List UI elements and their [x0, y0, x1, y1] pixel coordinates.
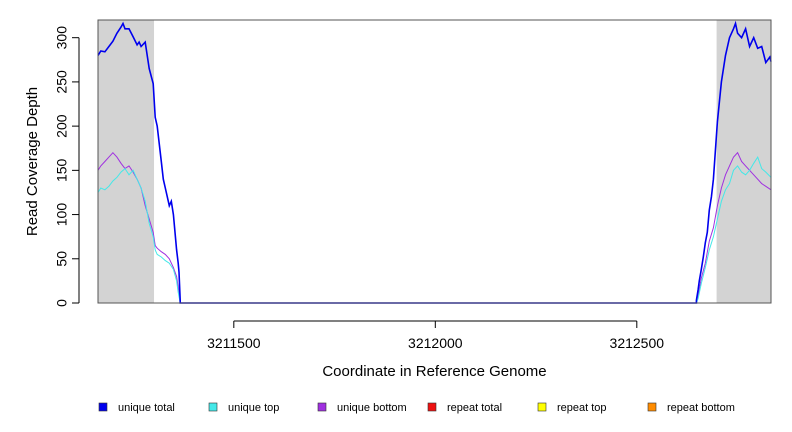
y-tick-label: 100 — [54, 203, 70, 227]
legend-label: unique top — [228, 402, 279, 414]
y-tick-label: 150 — [54, 158, 70, 182]
series-line-unique-total — [97, 20, 772, 304]
y-tick-label: 300 — [54, 26, 70, 50]
legend-item-repeat-total: repeat total — [427, 402, 502, 414]
shaded-region-1 — [716, 20, 771, 303]
legend-label: unique total — [118, 402, 175, 414]
series-line-unique-bottom — [97, 151, 772, 304]
legend-label: unique bottom — [337, 402, 407, 414]
legend: unique total unique top unique bottom repea… — [98, 402, 735, 414]
x-tick-label: 3211500 — [207, 335, 261, 351]
legend-item-repeat-top: repeat top — [537, 402, 607, 414]
y-tick-label: 200 — [54, 114, 70, 138]
legend-label: repeat bottom — [667, 402, 735, 414]
legend-swatch — [208, 402, 218, 412]
y-axis-title: Read Coverage Depth — [24, 87, 41, 236]
legend-item-unique-total: unique total — [98, 402, 175, 414]
x-tick-label: 3212500 — [610, 335, 665, 351]
plot-frame — [97, 19, 772, 304]
shaded-regions — [98, 20, 771, 303]
shaded-region-0 — [98, 20, 155, 303]
axes: 0 50 100 150 200 250 300 3211500 3212000 3212500 — [54, 26, 665, 351]
legend-item-unique-top: unique top — [208, 402, 279, 414]
legend-label: repeat total — [447, 402, 502, 414]
series-line-unique-top — [97, 155, 772, 304]
legend-label: repeat top — [557, 402, 607, 414]
y-tick-label: 250 — [54, 70, 70, 94]
series-lines — [97, 20, 772, 304]
legend-swatch — [647, 402, 657, 412]
legend-item-unique-bottom: unique bottom — [317, 402, 407, 414]
legend-item-repeat-bottom: repeat bottom — [647, 402, 735, 414]
legend-swatch — [317, 402, 327, 412]
y-tick-label: 0 — [54, 299, 70, 307]
y-tick-label: 50 — [54, 251, 70, 267]
x-axis-title: Coordinate in Reference Genome — [322, 363, 546, 380]
legend-swatch — [537, 402, 547, 412]
legend-swatch — [98, 402, 108, 412]
legend-swatch — [427, 402, 437, 412]
x-tick-label: 3212000 — [408, 335, 463, 351]
